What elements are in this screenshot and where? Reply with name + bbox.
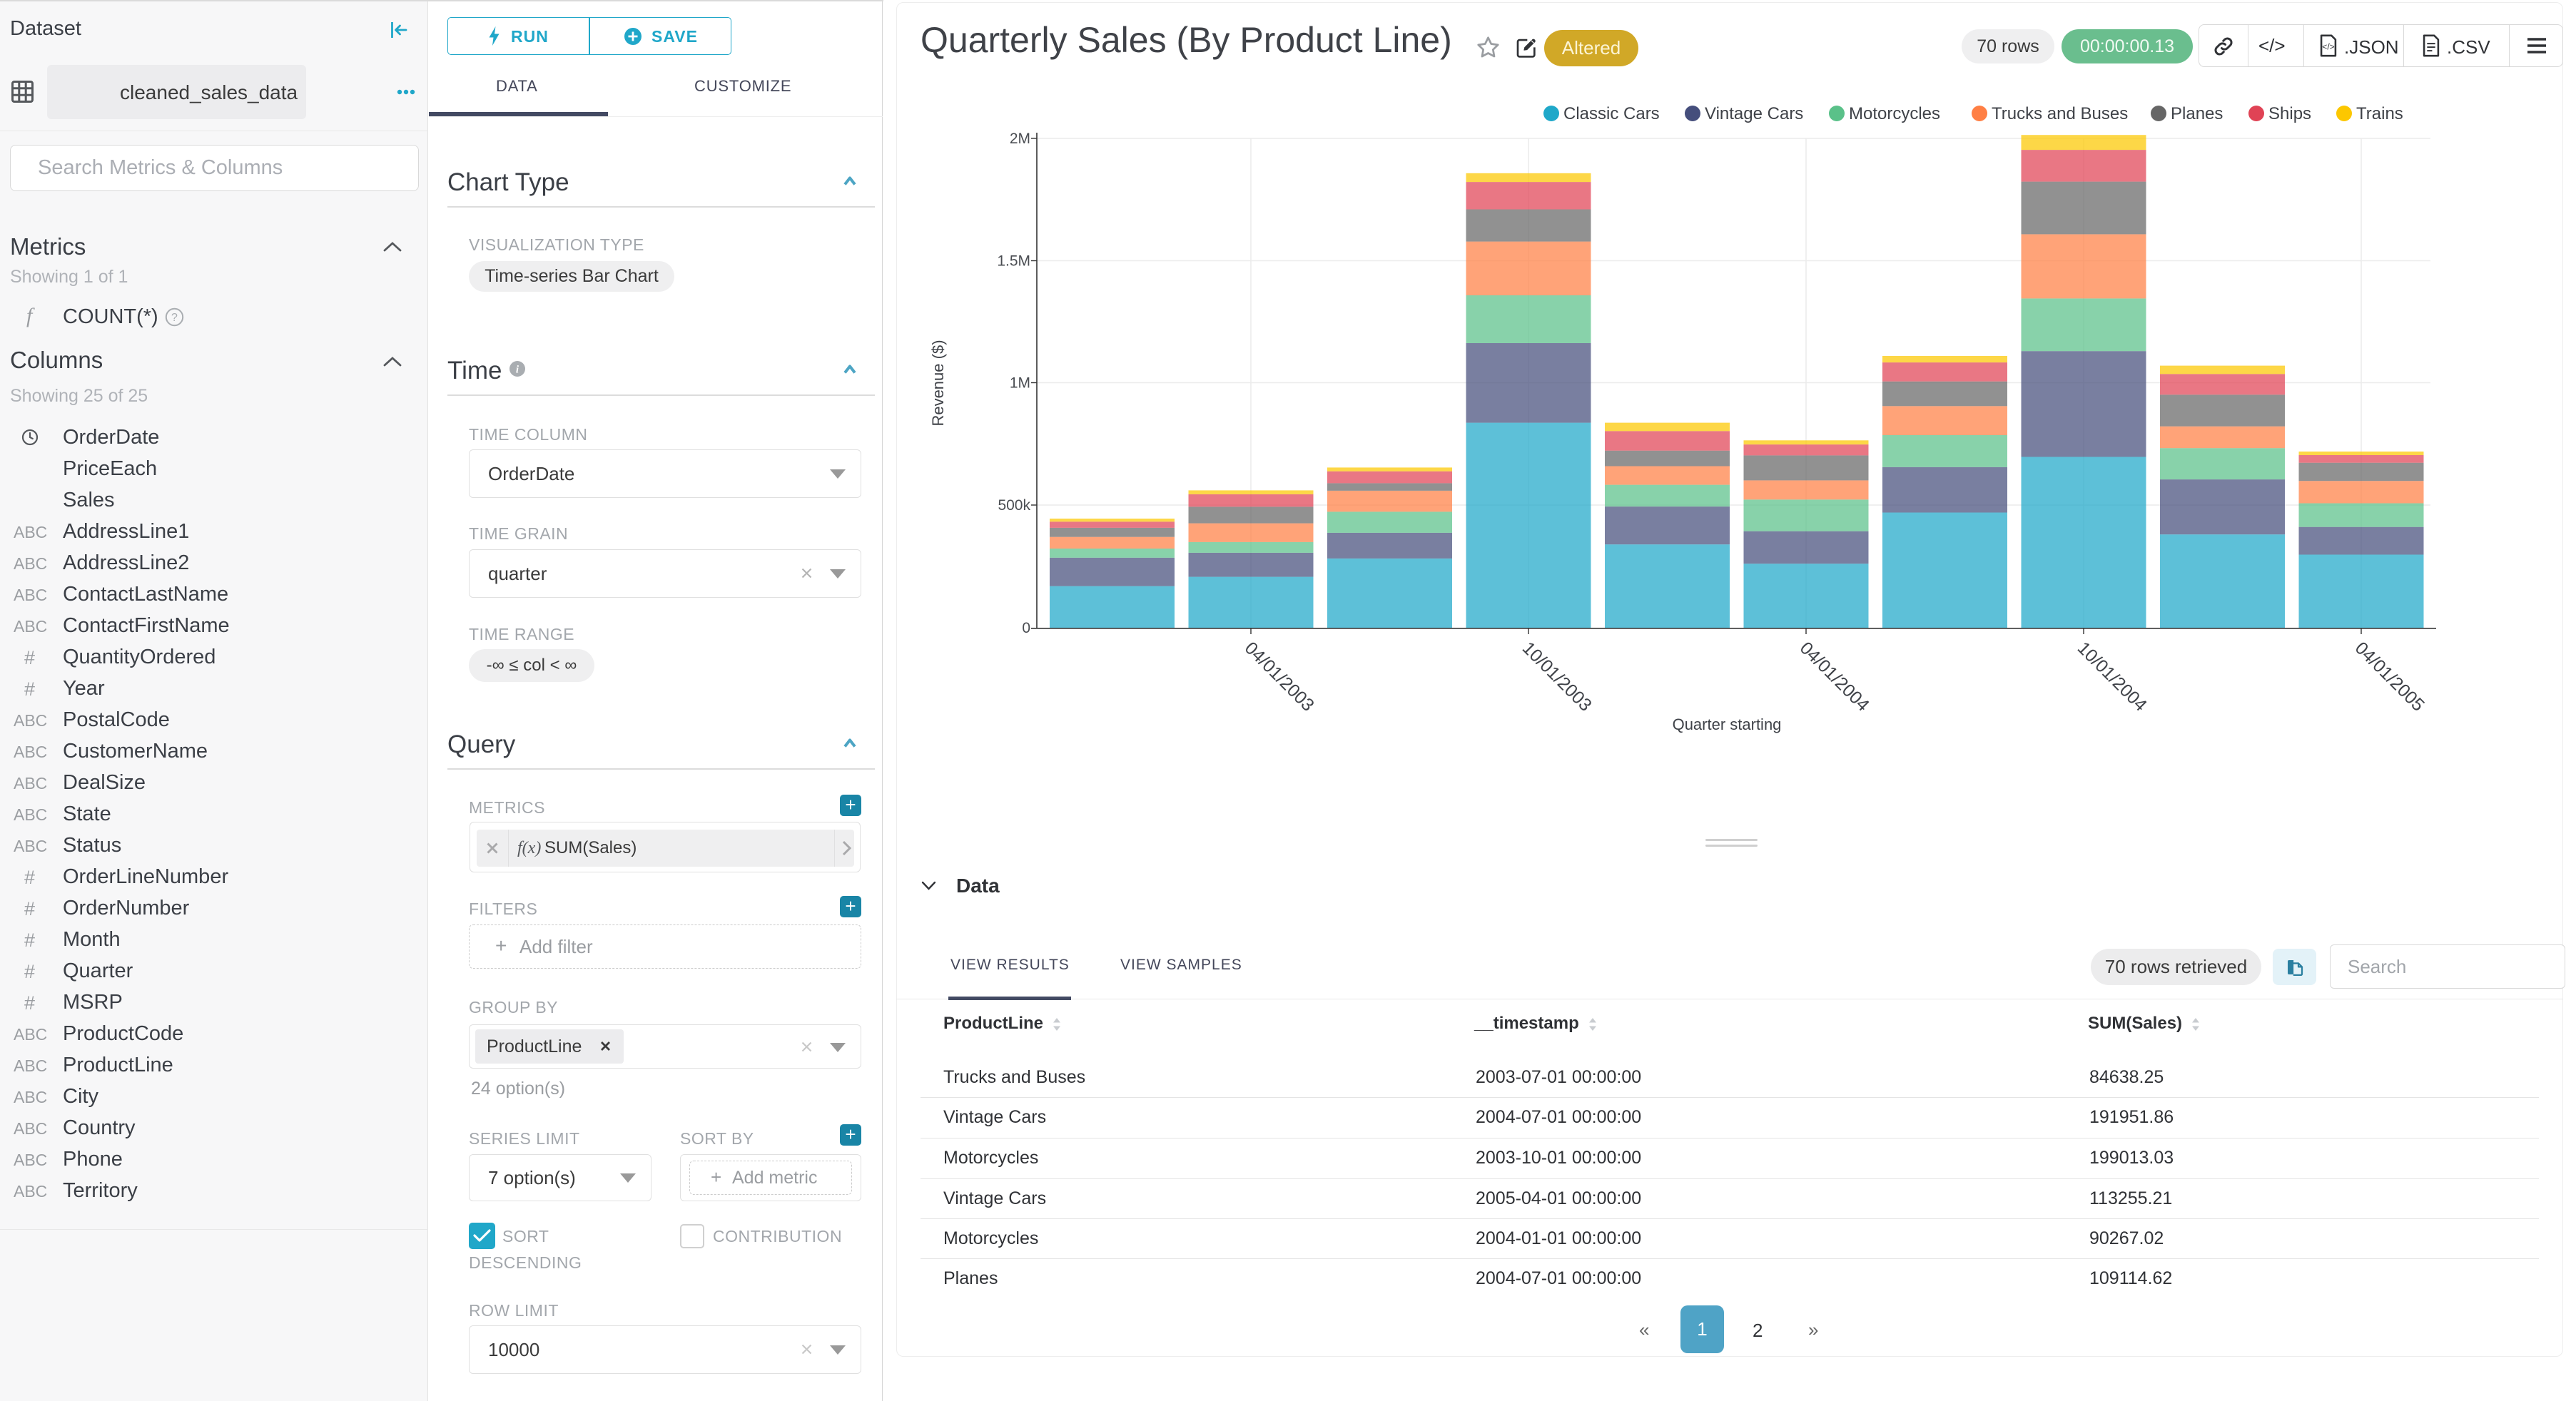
svg-text:10/01/2004: 10/01/2004 [2074,638,2151,715]
svg-text:Trains: Trains [2356,104,2403,123]
svg-text:Classic Cars: Classic Cars [1563,104,1660,123]
svg-text:Trucks and Buses: Trucks and Buses [1992,104,2128,123]
svg-text:Planes: Planes [2171,104,2223,123]
svg-text:i: i [516,365,519,376]
svg-text:Quarter starting: Quarter starting [1673,715,1782,733]
svg-text:?: ? [171,312,178,324]
svg-text:Motorcycles: Motorcycles [1849,104,1940,123]
svg-text:Ships: Ships [2268,104,2311,123]
svg-text:Vintage Cars: Vintage Cars [1705,104,1803,123]
svg-text:04/01/2005: 04/01/2005 [2351,638,2428,715]
svg-text:1.5M: 1.5M [997,253,1030,270]
svg-text:04/01/2004: 04/01/2004 [1796,638,1873,715]
svg-text:04/01/2003: 04/01/2003 [1241,638,1318,715]
svg-text:2M: 2M [1010,131,1030,147]
svg-text:500k: 500k [998,497,1030,514]
svg-text:0: 0 [1022,620,1030,636]
svg-text:1M: 1M [1010,375,1030,392]
svg-text:Revenue ($): Revenue ($) [929,340,947,426]
svg-text:</>: </> [2322,42,2334,52]
svg-text:10/01/2003: 10/01/2003 [1518,638,1596,715]
